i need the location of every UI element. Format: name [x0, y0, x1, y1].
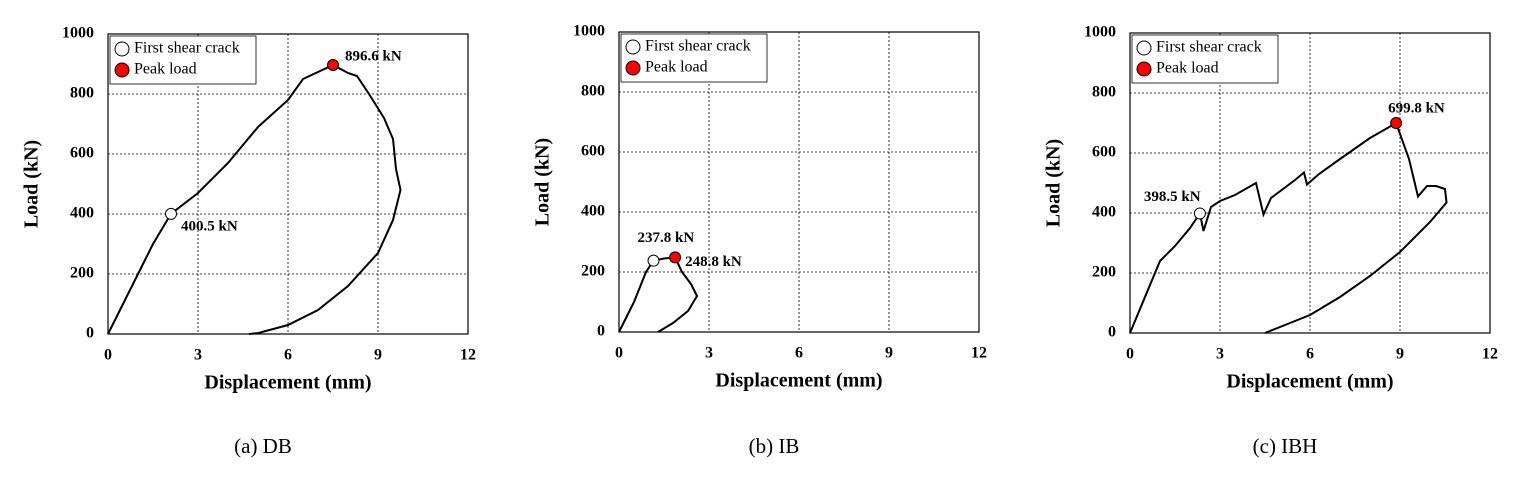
y-tick-label: 400	[1092, 204, 1116, 221]
marker	[165, 207, 177, 220]
y-tick-label: 600	[70, 145, 94, 162]
marker	[1193, 207, 1206, 220]
annotation: 400.5 kN	[181, 218, 238, 234]
legend: First shear crack Peak load	[109, 35, 257, 85]
y-tick-label: 0	[597, 323, 605, 340]
y-tick-label: 0	[86, 325, 94, 342]
x-tick-label: 9	[885, 345, 893, 362]
marker	[647, 254, 660, 267]
caption: (b) IB	[749, 434, 800, 458]
x-tick-label: 0	[615, 345, 623, 362]
y-tick-label: 800	[70, 85, 94, 102]
x-tick-label: 3	[1216, 346, 1224, 363]
legend-box	[109, 35, 257, 85]
load-curve	[1129, 121, 1448, 334]
annotation: 896.6 kN	[345, 48, 402, 64]
y-tick-label: 600	[581, 143, 605, 160]
legend: First shear crack Peak load	[1131, 34, 1279, 84]
legend-marker	[1136, 40, 1152, 56]
load-curve	[107, 63, 402, 335]
legend-box	[620, 33, 768, 83]
caption: (c) IBH	[1253, 434, 1318, 458]
legend-label: Peak load	[1156, 60, 1219, 77]
legend-label: First shear crack	[645, 38, 751, 55]
y-axis-label: Load (kN)	[1043, 139, 1065, 227]
legend-marker	[625, 39, 641, 55]
subplot: 0 200 400 600 800 1000 0 3 6 9 12 Displacement (mm)…	[1043, 24, 1498, 458]
y-axis-label: Load (kN)	[532, 138, 554, 226]
legend-marker	[114, 62, 130, 78]
load-curve	[618, 256, 699, 333]
x-tick-label: 3	[194, 347, 202, 364]
y-tick-label: 800	[581, 83, 605, 100]
x-axis-label: Displacement (mm)	[204, 372, 371, 394]
legend-marker	[625, 60, 641, 76]
legend-marker	[114, 41, 130, 57]
legend-marker	[1136, 61, 1152, 77]
plot-frame	[107, 33, 469, 335]
y-tick-label: 800	[1092, 84, 1116, 101]
x-tick-label: 9	[374, 347, 382, 364]
plot-frame	[1129, 32, 1491, 334]
subplot: 0 200 400 600 800 1000 0 3 6 9 12 Displacement (mm)…	[21, 25, 476, 458]
y-axis-label: Load (kN)	[21, 140, 43, 228]
annotation: 248.8 kN	[685, 254, 742, 270]
legend-label: First shear crack	[134, 40, 240, 57]
x-tick-label: 6	[1306, 346, 1314, 363]
x-tick-label: 12	[1482, 346, 1498, 363]
caption: (a) DB	[234, 434, 292, 458]
plot-frame	[618, 31, 980, 333]
y-tick-label: 200	[1092, 264, 1116, 281]
legend-box	[1131, 34, 1279, 84]
x-axis-label: Displacement (mm)	[715, 370, 882, 392]
y-tick-label: 600	[1092, 144, 1116, 161]
x-axis-label: Displacement (mm)	[1226, 371, 1393, 393]
x-tick-label: 12	[460, 347, 476, 364]
y-tick-label: 1000	[62, 25, 94, 42]
marker	[669, 251, 682, 264]
legend: First shear crack Peak load	[620, 33, 768, 83]
annotation: 699.8 kN	[1388, 100, 1445, 116]
x-tick-label: 9	[1396, 346, 1404, 363]
subplot: 0 200 400 600 800 1000 0 3 6 9 12 Displacement (mm)…	[532, 23, 987, 458]
y-tick-label: 200	[70, 265, 94, 282]
legend-label: Peak load	[645, 59, 708, 76]
y-tick-label: 1000	[1084, 24, 1116, 41]
legend-label: First shear crack	[1156, 39, 1262, 56]
y-tick-label: 200	[581, 263, 605, 280]
annotation: 237.8 kN	[638, 230, 695, 246]
y-tick-label: 1000	[573, 23, 605, 40]
legend-label: Peak load	[134, 61, 197, 78]
x-tick-label: 6	[284, 347, 292, 364]
marker	[1390, 117, 1403, 130]
annotation: 398.5 kN	[1144, 189, 1201, 205]
x-tick-label: 0	[104, 347, 112, 364]
y-tick-label: 400	[70, 205, 94, 222]
marker	[327, 59, 339, 72]
x-tick-label: 12	[971, 345, 987, 362]
y-tick-label: 0	[1108, 324, 1116, 341]
x-tick-label: 6	[795, 345, 803, 362]
y-tick-label: 400	[581, 203, 605, 220]
x-tick-label: 0	[1126, 346, 1134, 363]
x-tick-label: 3	[705, 345, 713, 362]
